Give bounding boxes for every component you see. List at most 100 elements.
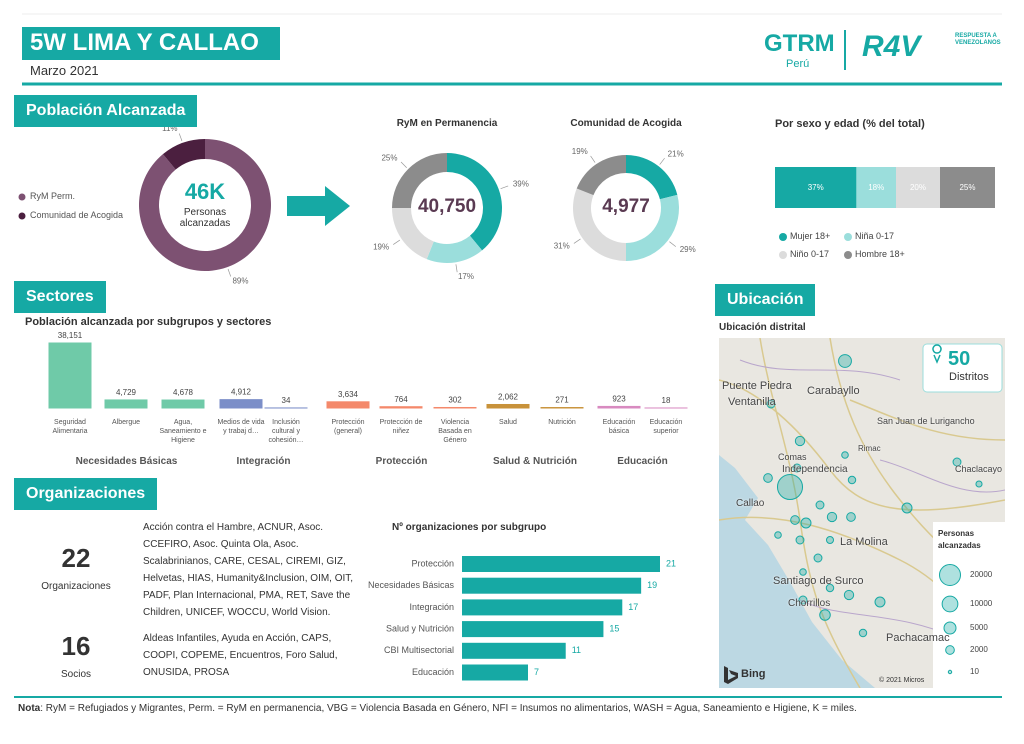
donut-center: 4,977	[602, 196, 650, 217]
category-label: Protección de niñez	[379, 419, 423, 435]
bar	[379, 406, 423, 409]
slice-label: 31%	[554, 241, 570, 250]
value-label: 21	[666, 558, 676, 568]
bar	[433, 406, 477, 409]
legend-value: 5000	[970, 623, 988, 632]
legend-label: Mujer 18+	[790, 231, 831, 241]
map-boundary	[879, 459, 1005, 493]
category-label: Educación	[412, 667, 454, 677]
map-copyright: © 2021 Micros	[879, 677, 925, 684]
map-road	[719, 379, 1005, 511]
map-bubble	[798, 595, 808, 605]
pin-icon	[932, 344, 942, 364]
stack-segment	[775, 167, 857, 208]
value-label: 2,062	[498, 393, 519, 402]
category-label: Inclusión cultural y cohesión…	[268, 419, 304, 444]
stack-segment	[940, 167, 995, 208]
socios-label: Socios	[60, 669, 92, 680]
bing-icon	[724, 666, 738, 684]
legend-title: Personas alcanzadas	[938, 529, 981, 550]
category-label: Albergue	[111, 419, 141, 426]
map-bubble	[975, 480, 983, 488]
donut-slice	[447, 153, 502, 251]
title-box	[22, 27, 280, 60]
place-label: Chaclacayo	[955, 464, 1003, 474]
logo-r4v-text: RESPUESTA A VENEZOLANOS	[955, 33, 1001, 46]
slice-label: 29%	[680, 245, 696, 254]
map-bubble	[847, 475, 857, 485]
value-label: 15	[609, 623, 619, 633]
value-label: 302	[448, 396, 462, 405]
org-count: 22	[61, 543, 91, 573]
legend-value: 10	[970, 667, 979, 676]
bar	[462, 599, 623, 616]
stack-segment	[896, 167, 940, 208]
logo-gtrm: GTRM	[764, 30, 835, 57]
place-label: Ventanilla	[728, 396, 776, 408]
org-list: Acción contra el Hambre, ACNUR, Asoc. CC…	[143, 522, 354, 618]
category-label: CBI Multisectorial	[384, 645, 454, 655]
leader-line	[227, 268, 232, 277]
map-bubble	[858, 628, 868, 638]
place-label: Puente Piedra	[722, 380, 792, 392]
map-road	[849, 399, 1005, 441]
bar	[462, 642, 566, 659]
map-bubble	[776, 473, 804, 501]
value-label: 923	[612, 395, 626, 404]
map-bubble	[790, 515, 800, 525]
group-label: Salud & Nutrición	[493, 456, 577, 467]
leader-line	[573, 238, 581, 244]
place-label: Pachacamac	[886, 632, 950, 644]
donut-center-sublabel: alcanzadas	[179, 218, 231, 229]
legend-dot	[844, 251, 852, 259]
category-label: Protección	[411, 558, 454, 568]
title: 5W LIMA Y CALLAO	[30, 29, 259, 56]
group-label: Educación	[617, 456, 668, 467]
map-road	[759, 338, 861, 688]
bar	[597, 405, 641, 409]
slice-label: 39%	[513, 179, 529, 188]
map-boundary	[739, 359, 901, 381]
value-label: 4,678	[173, 388, 194, 397]
legend-label: Niño 0-17	[790, 249, 830, 259]
map-bubble	[874, 596, 886, 608]
category-label: Educación básica	[602, 419, 636, 435]
legend-label: Comunidad de Acogida	[30, 210, 124, 220]
donut-slice	[392, 208, 434, 260]
map-bubble	[794, 435, 806, 447]
place-label: San Juan de Lurigancho	[877, 416, 975, 426]
donut-center: 40,750	[417, 196, 477, 217]
donut-slice	[162, 139, 205, 170]
map-bubble	[800, 517, 812, 529]
legend-bubble	[941, 595, 959, 613]
bar	[48, 342, 92, 409]
legend-dot	[779, 233, 787, 241]
socios-list: Aldeas Infantiles, Ayuda en Acción, CAPS…	[143, 633, 338, 678]
donut-title: RyM en Permanencia	[396, 118, 498, 129]
map-provider: Bing	[741, 668, 766, 680]
note-label: Nota	[18, 703, 41, 714]
map-bubble	[826, 511, 838, 523]
value-label: 17	[628, 602, 638, 612]
districts-label: Distritos	[949, 371, 989, 383]
donut-slice	[576, 155, 626, 196]
legend-value: 10000	[970, 599, 993, 608]
legend-bubble	[939, 564, 961, 586]
section-heading: Población Alcanzada	[14, 95, 198, 127]
legend-value: 20000	[970, 570, 993, 579]
logo-peru: Perú	[786, 58, 810, 70]
leader-line	[590, 155, 596, 163]
org-label: Organizaciones	[41, 581, 111, 592]
legend-dot	[779, 251, 787, 259]
value-label: 764	[394, 395, 408, 404]
chart-title: Población alcanzada por subgrupos y sect…	[25, 316, 272, 328]
place-label: Rimac	[858, 444, 881, 453]
legend-box	[933, 522, 1005, 688]
category-label: Violencia Basada en Género	[438, 419, 472, 444]
leader-line	[455, 264, 458, 273]
value-label: 11	[572, 645, 581, 655]
value-label: 4,729	[116, 388, 137, 397]
place-label: Independencia	[782, 464, 848, 475]
